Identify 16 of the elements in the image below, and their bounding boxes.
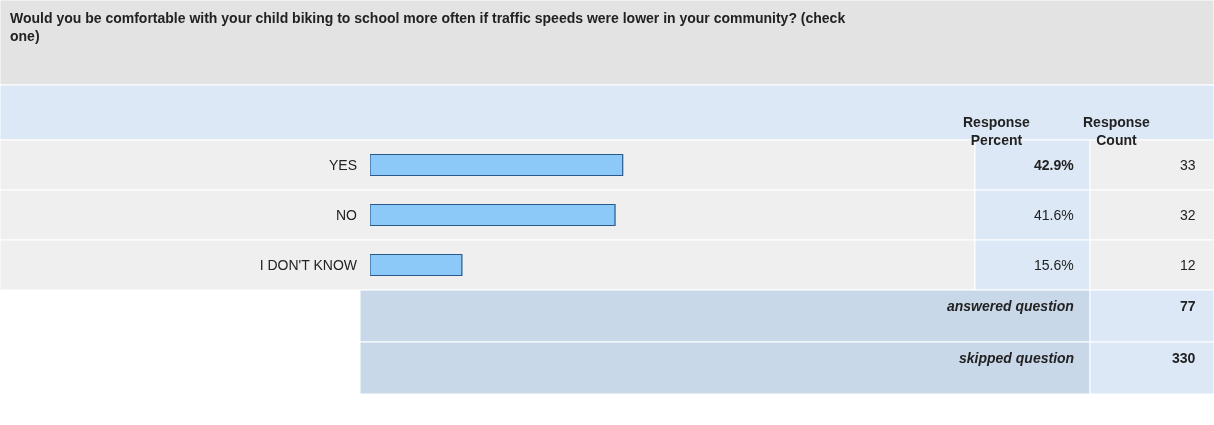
text: 77	[1180, 298, 1196, 314]
data-label: 41.6%	[1034, 207, 1074, 223]
text: answered question	[947, 298, 1074, 314]
text: 12	[1180, 257, 1196, 273]
y-tick-label: NO	[336, 206, 358, 223]
text: 32	[1180, 207, 1196, 223]
data-label: 15.6%	[1034, 257, 1074, 273]
data-label: 42.9%	[1034, 157, 1075, 173]
text: Response Percent	[963, 114, 1031, 149]
text: Response Count	[1083, 114, 1151, 149]
text: skipped question	[959, 350, 1075, 366]
chart-title: Would you be comfortable with your child biking to school more often if traffic speeds were lower in your community? (check one)	[10, 10, 846, 45]
y-tick-label: YES	[328, 156, 357, 173]
text: 330	[1172, 350, 1196, 366]
text: 33	[1180, 157, 1196, 173]
y-tick-label: I DON'T KNOW	[259, 256, 358, 273]
